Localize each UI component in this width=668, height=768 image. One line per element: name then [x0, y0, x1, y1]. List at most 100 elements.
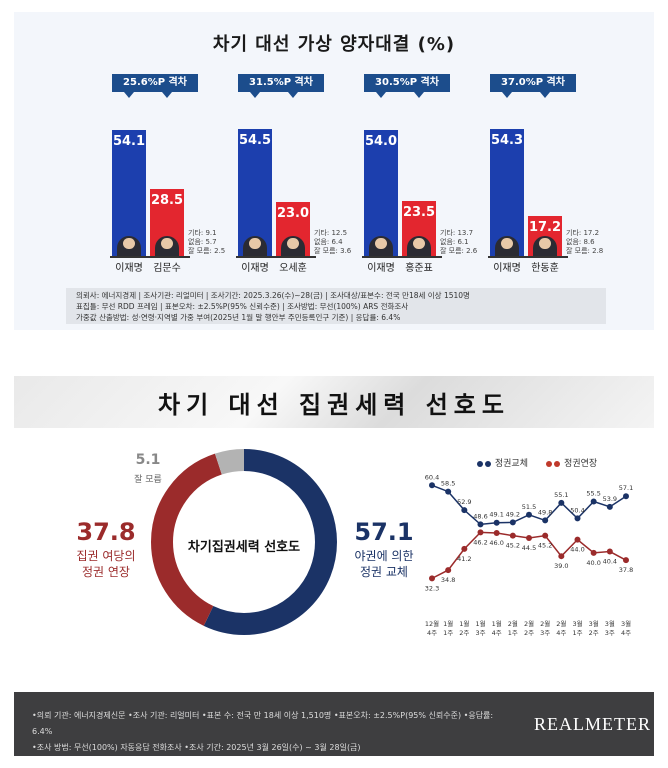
gap-arrow-icon: [502, 92, 512, 98]
extend-label-line: 집권 여당의: [76, 549, 136, 563]
data-label-change: 60.4: [425, 473, 439, 481]
baseline: [488, 256, 568, 258]
candidate-name: 이재명: [493, 263, 521, 274]
slice-unknown: [151, 449, 337, 635]
candidate-photo: [117, 236, 141, 256]
x-tick-label: 3월 4주: [621, 619, 631, 637]
data-point-change: [590, 498, 597, 505]
matchup-1: 25.6%P 격차 54.1 28.5 이재명 김문수 기타: 9.1 없음: …: [110, 74, 225, 294]
data-point-change: [558, 499, 565, 506]
other-responses: 기타: 9.1 없음: 5.7 잘 모름: 2.5: [188, 229, 225, 256]
change-label-line: 정권 교체: [360, 565, 408, 579]
change-label-line: 야권에 의한: [354, 549, 414, 563]
none-label: 없음: 6.4: [314, 238, 343, 246]
bar-b: 17.2: [528, 216, 562, 256]
candidate-name: 이재명: [115, 263, 143, 274]
x-tick-label: 12월 4주: [425, 619, 439, 637]
bar-a: 54.1: [112, 130, 146, 256]
legend-dot-icon: [477, 460, 483, 467]
other-responses: 기타: 13.7 없음: 6.1 잘 모름: 2.6: [440, 229, 477, 256]
data-label-change: 58.5: [441, 480, 455, 488]
data-point-change: [623, 493, 629, 500]
bar-value: 54.5: [238, 133, 272, 148]
data-point-change: [477, 521, 484, 528]
data-label-extend: 40.4: [603, 558, 617, 566]
data-label-extend: 45.2: [538, 542, 552, 550]
methodology-box: 의뢰사: 에너지경제 | 조사기관: 리얼미터 | 조사기간: 2025.3.2…: [66, 288, 606, 324]
data-point-extend: [477, 529, 484, 536]
bar-a: 54.0: [364, 130, 398, 256]
data-point-extend: [429, 575, 435, 582]
bar-b: 28.5: [150, 189, 184, 256]
candidate-photo: [407, 236, 431, 256]
footer: •의뢰 기관: 에너지경제신문 •조사 기관: 리얼미터 •표본 수: 전국 만…: [14, 692, 654, 756]
donut-center-label: 차기집권세력 선호도: [187, 540, 301, 555]
footer-note-line: •의뢰 기관: 에너지경제신문 •조사 기관: 리얼미터 •표본 수: 전국 만…: [32, 711, 494, 736]
bar-a: 54.5: [238, 129, 272, 256]
candidate-name: 김문수: [153, 263, 181, 274]
data-point-change: [445, 488, 452, 495]
matchup-title: 차기 대선 가상 양자대결 (%): [212, 34, 456, 55]
other-label: 기타: 12.5: [314, 229, 348, 237]
data-label-change: 49.8: [538, 508, 552, 516]
data-point-change: [493, 519, 500, 526]
data-point-extend: [542, 532, 549, 539]
other-responses: 기타: 12.5 없음: 6.4 잘 모름: 3.6: [314, 229, 351, 256]
brand-logo: REALMETER: [534, 714, 651, 734]
other-responses: 기타: 17.2 없음: 8.6 잘 모름: 2.8: [566, 229, 603, 256]
baseline: [362, 256, 442, 258]
data-label-change: 51.5: [522, 503, 536, 511]
data-label-change: 49.2: [506, 510, 520, 518]
gap-label: 31.5%P 격차: [238, 74, 324, 92]
gap-label: 30.5%P 격차: [364, 74, 450, 92]
data-label-extend: 40.0: [586, 559, 600, 567]
matchup-2: 31.5%P 격차 54.5 23.0 이재명 오세훈 기타: 12.5 없음:…: [236, 74, 351, 294]
data-label-extend: 39.0: [554, 562, 568, 570]
footer-note-line: •조사 방법: 무선(100%) 자동응답 전화조사 •조사 기간: 2025년…: [32, 743, 361, 752]
gap-label: 37.0%P 격차: [490, 74, 576, 92]
dk-label: 잘 모름: 2.6: [440, 247, 478, 255]
dk-value: 5.1: [135, 452, 161, 468]
dk-label: 잘 모름: [134, 475, 162, 485]
legend-change-label: 정권교체: [494, 459, 528, 469]
data-point-extend: [574, 536, 581, 543]
x-tick-label: 2월 2주: [524, 619, 534, 637]
x-tick-label: 3월 2주: [589, 619, 599, 637]
matchup-panel: 차기 대선 가상 양자대결 (%) 25.6%P 격차 54.1 28.5 이재…: [14, 12, 654, 330]
data-point-extend: [493, 530, 500, 536]
bar-a: 54.3: [490, 129, 524, 256]
baseline: [236, 256, 316, 258]
data-point-extend: [461, 545, 468, 552]
x-tick-label: 1월 1주: [443, 619, 453, 637]
candidate-photo: [533, 236, 557, 256]
data-label-change: 57.1: [619, 484, 633, 492]
gap-arrow-icon: [288, 92, 298, 98]
change-label: 야권에 의한 정권 교체: [344, 548, 424, 580]
candidate-photo: [495, 236, 519, 256]
slice-extend: [151, 449, 337, 635]
candidate-name: 한동훈: [531, 263, 559, 274]
dk-label: 잘 모름: 3.6: [314, 247, 352, 255]
dk-label: 잘 모름: 2.5: [188, 247, 226, 255]
data-label-change: 55.1: [554, 491, 568, 499]
data-label-change: 50.4: [570, 506, 584, 514]
data-label-change: 48.6: [473, 512, 487, 520]
bar-b: 23.0: [276, 202, 310, 256]
gap-arrow-icon: [162, 92, 172, 98]
data-point-change: [606, 503, 613, 510]
x-tick-label: 1월 3주: [475, 619, 485, 637]
preference-title: 차기 대선 집권세력 선호도: [158, 391, 510, 419]
trend-legend: 정권교체 정권연장: [476, 456, 597, 469]
bar-value: 54.1: [112, 134, 146, 149]
gap-arrow-icon: [414, 92, 424, 98]
gap-arrow-icon: [124, 92, 134, 98]
x-tick-label: 1월 4주: [492, 619, 502, 637]
donut-hole: [174, 472, 314, 612]
legend-dot-icon: [554, 460, 561, 467]
bar-b: 23.5: [402, 201, 436, 256]
data-point-extend: [606, 548, 613, 555]
footer-notes: •의뢰 기관: 에너지경제신문 •조사 기관: 리얼미터 •표본 수: 전국 만…: [32, 708, 512, 756]
data-point-change: [509, 519, 516, 526]
x-tick-label: 2월 1주: [508, 619, 518, 637]
gap-arrow-icon: [540, 92, 550, 98]
